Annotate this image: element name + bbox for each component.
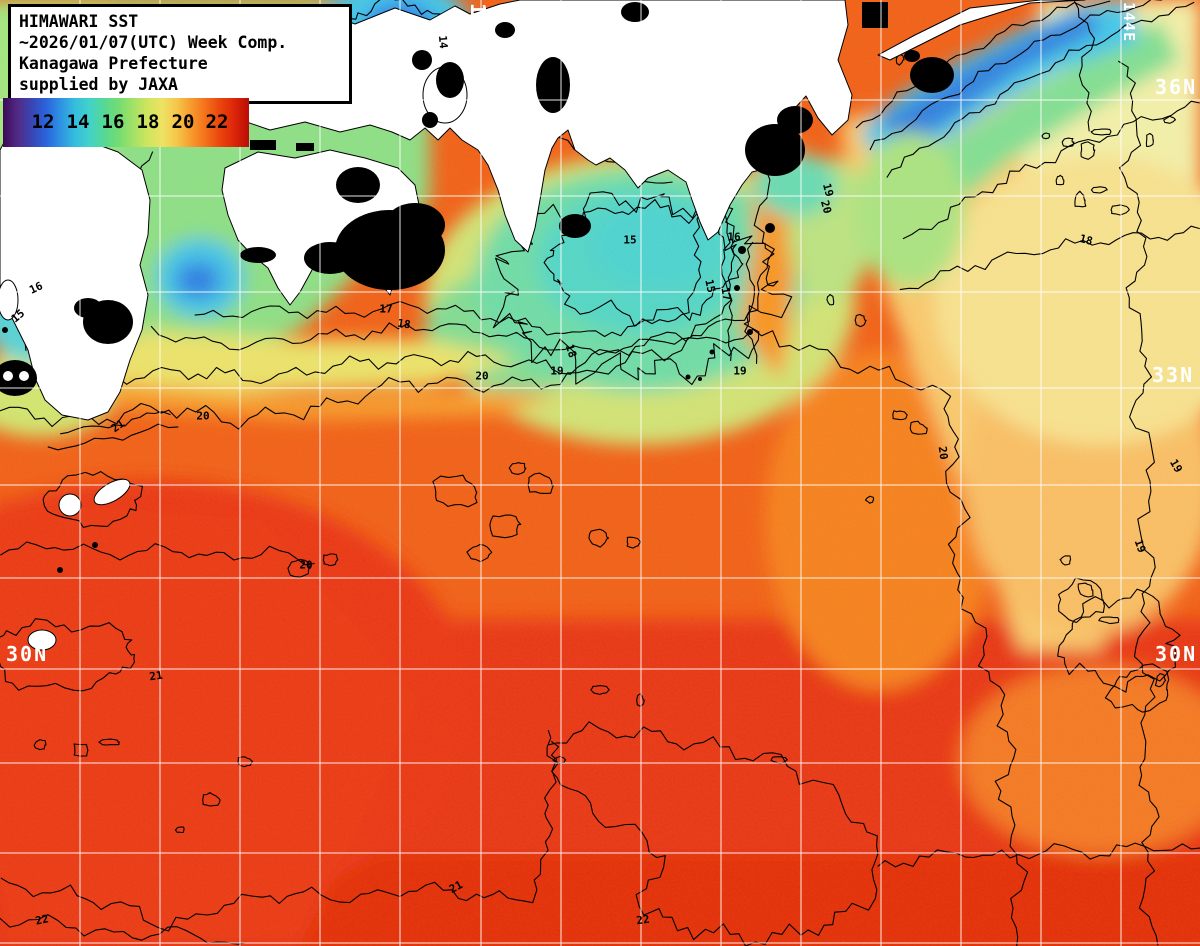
- contour-line: [886, 1, 1195, 178]
- contour-line: [0, 328, 1029, 946]
- contour-value-label: 14: [435, 34, 451, 50]
- contour-line: [47, 423, 179, 451]
- contour-value-label: 19: [550, 364, 564, 378]
- contour-line: [174, 826, 185, 834]
- contour-line: [1080, 141, 1096, 160]
- contour-value-label: 20: [299, 558, 313, 572]
- title-line-3: Kanagawa Prefecture: [19, 54, 208, 73]
- contour-value-label: 19: [733, 364, 747, 378]
- contour-line: [636, 693, 645, 707]
- contour-line: [727, 239, 736, 361]
- latitude-label: 30N: [1155, 642, 1198, 666]
- colorbar-ticks: 12 14 16 18 20 22: [3, 98, 249, 147]
- contour-line: [826, 293, 835, 306]
- contour-value-label: 22: [635, 912, 651, 928]
- contour-line: [909, 420, 928, 435]
- contour-line: [588, 528, 609, 548]
- contour-line: [626, 536, 642, 549]
- contour-value-label: 17: [379, 302, 393, 316]
- title-line-4: supplied by JAXA: [19, 75, 178, 94]
- contour-line: [1163, 115, 1177, 124]
- contour-value-label: 15: [702, 278, 718, 294]
- contour-line: [744, 241, 758, 364]
- contour-line: [877, 842, 1200, 868]
- contour-value-label: 18: [396, 316, 412, 332]
- contour-line: [855, 0, 1111, 129]
- contour-line: [287, 558, 311, 578]
- contour-value-label: 15: [623, 233, 637, 247]
- colorbar-tick: 18: [136, 111, 160, 133]
- contour-line: [854, 313, 867, 328]
- contour-line: [33, 739, 47, 751]
- latitude-label: 36N: [1155, 75, 1198, 99]
- contour-line: [1110, 204, 1130, 216]
- latitude-label: 30N: [6, 642, 49, 666]
- colorbar-tick: 22: [205, 111, 229, 133]
- contour-line: [590, 685, 610, 695]
- contour-value-label: 16: [727, 230, 741, 244]
- contour-line: [1055, 174, 1065, 186]
- contour-line: [548, 721, 879, 946]
- contour-line: [1098, 616, 1120, 625]
- contour-value-label: 21: [148, 668, 164, 684]
- contour-line: [1061, 137, 1075, 148]
- contour-line: [899, 225, 1200, 291]
- contour-line: [432, 474, 478, 508]
- contour-line: [1073, 0, 1096, 132]
- contour-line: [1090, 128, 1112, 136]
- contour-line: [1117, 60, 1160, 946]
- contour-line: [98, 738, 120, 746]
- colorbar-gradient: [3, 98, 249, 147]
- contour-value-label: 20: [196, 409, 210, 423]
- contour-line: [1041, 132, 1051, 140]
- contour-line: [202, 792, 221, 807]
- title-line-1: HIMAWARI SST: [19, 12, 139, 31]
- colorbar-tick: 12: [31, 111, 55, 133]
- contour-line: [1104, 663, 1170, 713]
- contour-line: [489, 514, 522, 539]
- contour-line: [1090, 186, 1108, 194]
- contour-value-label: 20: [475, 369, 489, 383]
- contour-value-label: 20: [935, 445, 951, 461]
- contour-line: [194, 199, 703, 338]
- contour-value-label: 22: [34, 912, 50, 928]
- contour-line: [895, 53, 905, 66]
- contour-line: [1057, 588, 1181, 693]
- title-line-2: ~2026/01/07(UTC) Week Comp.: [19, 33, 288, 52]
- contour-line: [508, 462, 527, 475]
- contour-line: [73, 743, 89, 757]
- longitude-label: 136E: [466, 3, 490, 68]
- contour-line: [1154, 673, 1167, 688]
- contour-line: [902, 100, 1200, 240]
- contour-line: [322, 553, 339, 567]
- contour-line: [1145, 132, 1154, 147]
- colorbar-tick: 14: [66, 111, 90, 133]
- contour-line: [0, 618, 136, 692]
- contour-line: [892, 410, 908, 421]
- contour-line: [60, 411, 171, 435]
- contour-line: [1058, 577, 1105, 624]
- contour-line: [1077, 582, 1094, 598]
- contour-line: [237, 756, 254, 768]
- contour-line: [527, 472, 555, 494]
- temperature-colorbar: 12 14 16 18 20 22: [3, 98, 249, 147]
- contour-line: [864, 495, 875, 504]
- longitude-label: 144E: [1120, 2, 1138, 43]
- title-box: HIMAWARI SST ~2026/01/07(UTC) Week Comp.…: [8, 4, 352, 104]
- contour-line: [1059, 555, 1072, 566]
- colorbar-tick: 16: [101, 111, 125, 133]
- latitude-label: 33N: [1152, 363, 1195, 387]
- contour-line: [466, 543, 493, 563]
- contour-line: [869, 0, 1163, 151]
- contour-line: [0, 729, 559, 932]
- contour-value-label: 17: [718, 286, 734, 302]
- colorbar-tick: 20: [171, 111, 195, 133]
